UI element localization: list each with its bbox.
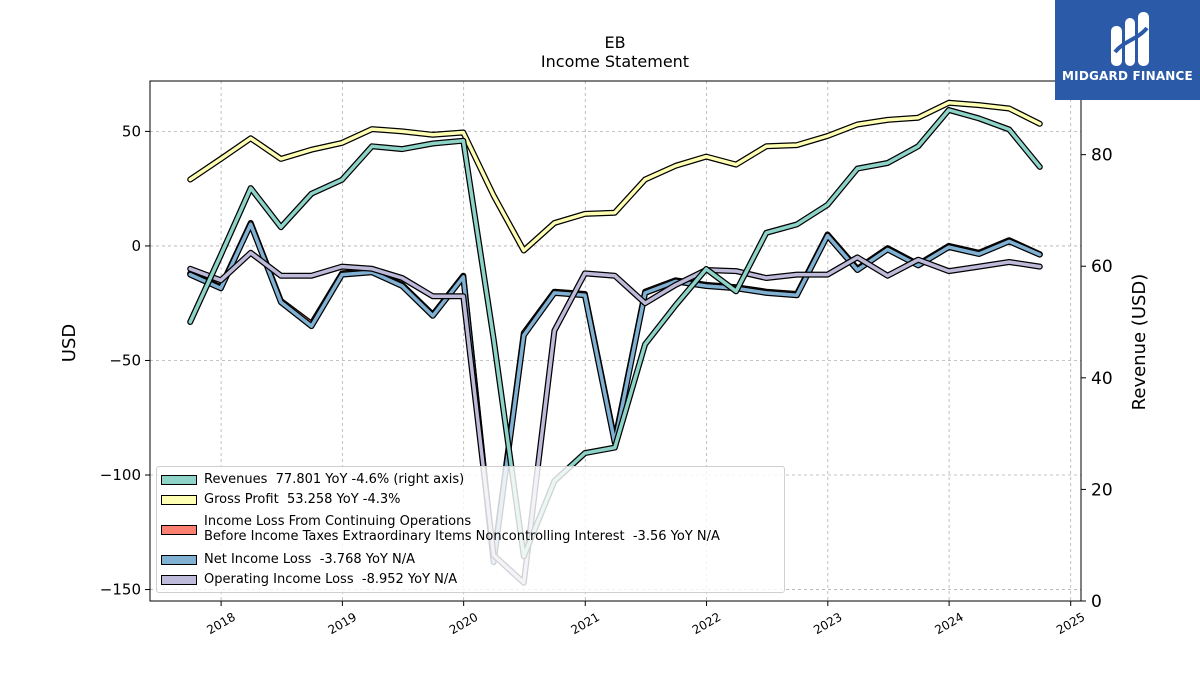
series-0-line [188, 108, 1042, 559]
right-y-tick-label: 20 [1091, 480, 1113, 500]
legend-label: Net Income Loss -3.768 YoY N/A [204, 552, 415, 567]
legend-label: Gross Profit 53.258 YoY -4.3% [204, 492, 401, 507]
series-1-outline [187, 99, 1043, 254]
series-4-line [188, 251, 1042, 585]
legend-swatch [161, 555, 197, 565]
x-tick-label: 2022 [690, 610, 723, 637]
legend-swatch [161, 495, 197, 505]
chart-title: EB [604, 33, 626, 52]
plot-frame [149, 80, 1082, 602]
legend-label: Revenues 77.801 YoY -4.6% (right axis) [204, 472, 465, 487]
x-tick-label: 2020 [447, 610, 480, 637]
left-y-tick-label: 50 [122, 122, 141, 140]
left-y-axis-label: USD [59, 324, 80, 362]
legend-swatch [161, 525, 197, 535]
x-tick-label: 2024 [932, 610, 965, 637]
right-y-tick-label: 60 [1091, 257, 1113, 277]
series-1-line [188, 101, 1042, 253]
right-y-tick-label: 80 [1091, 146, 1113, 166]
x-tick-label: 2019 [326, 610, 359, 637]
midgard-finance-logo-icon [1111, 12, 1149, 66]
logo-text: MIDGARD FINANCE [1062, 69, 1193, 83]
left-y-tick-label: 0 [131, 237, 141, 255]
left-y-tick-label: −150 [100, 581, 141, 599]
x-tick-label: 2025 [1054, 610, 1087, 637]
legend-label: Income Loss From Continuing Operations B… [204, 514, 720, 544]
right-y-tick-label: 40 [1091, 369, 1113, 389]
x-tick-label: 2021 [569, 610, 602, 637]
legend-swatch [161, 475, 197, 485]
legend-swatch [161, 575, 197, 585]
chart-subtitle: Income Statement [540, 52, 690, 71]
right-y-axis-label: Revenue (USD) [1129, 274, 1150, 411]
right-y-tick-label: 0 [1091, 592, 1102, 612]
left-y-tick-label: −100 [100, 466, 141, 484]
chart-legend: Revenues 77.801 YoY -4.6% (right axis) Gr… [156, 466, 785, 593]
legend-label: Operating Income Loss -8.952 YoY N/A [204, 572, 458, 587]
midgard-finance-logo: MIDGARD FINANCE [1055, 0, 1200, 100]
x-tick-label: 2018 [204, 610, 237, 637]
left-y-tick-label: −50 [109, 351, 141, 369]
x-tick-label: 2023 [811, 610, 844, 637]
